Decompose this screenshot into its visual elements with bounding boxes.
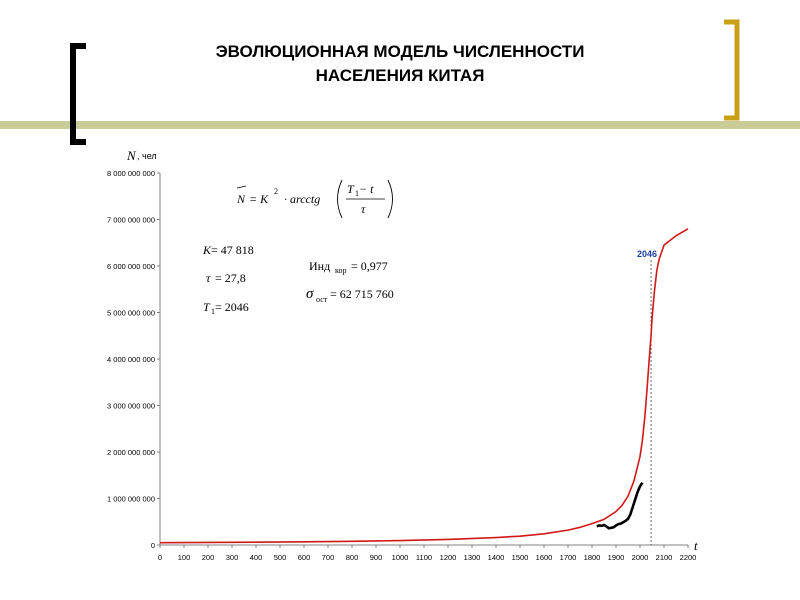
param-t1-symbol: T bbox=[203, 300, 211, 314]
param-sigma-symbol: σ bbox=[306, 286, 314, 302]
left-bracket bbox=[70, 43, 86, 145]
x-axis-ticks: 0 100 200 300 400 500 600 700 800 900 1000 1100 1200… bbox=[158, 545, 696, 562]
x-tick-label: 1500 bbox=[512, 553, 529, 562]
x-tick-label: 2000 bbox=[632, 553, 649, 562]
formula-k-exponent: 2 bbox=[274, 187, 278, 196]
plot-area: 0 1 000 000 000 2 000 000 000 3 000 000 000… bbox=[107, 169, 696, 562]
header-accent-bar bbox=[0, 121, 800, 129]
formula-function: · arcctg bbox=[284, 192, 320, 206]
x-tick-label: 400 bbox=[250, 553, 263, 562]
x-tick-label: 600 bbox=[298, 553, 311, 562]
param-t1-subscript: 1 bbox=[211, 307, 215, 316]
param-ind-value: = 0,977 bbox=[351, 259, 388, 273]
x-tick-label: 1800 bbox=[584, 553, 601, 562]
param-tau-symbol: τ bbox=[206, 271, 211, 285]
y-tick-label: 3 000 000 000 bbox=[107, 402, 155, 411]
x-tick-label: 0 bbox=[158, 553, 162, 562]
param-ind-label: Инд bbox=[309, 259, 330, 273]
model-series-line bbox=[159, 228, 689, 544]
right-paren-icon bbox=[387, 179, 393, 219]
param-k-value: = 47 818 bbox=[211, 243, 254, 257]
slide-title: ЭВОЛЮЦИОННАЯ МОДЕЛЬ ЧИСЛЕННОСТИ НАСЕЛЕНИ… bbox=[100, 40, 700, 88]
x-tick-label: 700 bbox=[322, 553, 335, 562]
param-t1-value: = 2046 bbox=[215, 300, 249, 314]
right-bracket bbox=[724, 19, 740, 121]
param-sigma-subscript: ост bbox=[316, 295, 328, 304]
y-tick-label: 7 000 000 000 bbox=[107, 216, 155, 225]
y-tick-label: 0 bbox=[151, 541, 155, 550]
formula-numerator: T bbox=[347, 182, 355, 196]
x-tick-label: 1300 bbox=[464, 553, 481, 562]
slide-title-line-2: НАСЕЛЕНИЯ КИТАЯ bbox=[315, 66, 485, 85]
param-k-symbol: K bbox=[202, 243, 212, 257]
y-tick-label: 2 000 000 000 bbox=[107, 448, 155, 457]
y-tick-label: 4 000 000 000 bbox=[107, 355, 155, 364]
x-tick-label: 1100 bbox=[416, 553, 432, 562]
y-axis-unit: , чел bbox=[137, 151, 157, 161]
y-tick-label: 1 000 000 000 bbox=[107, 495, 155, 504]
model-formula: N = K 2 · arcctg T 1 − t τ bbox=[236, 179, 393, 219]
left-paren-icon bbox=[337, 179, 343, 219]
x-tick-label: 1600 bbox=[536, 553, 553, 562]
formula-numerator-sub: 1 bbox=[355, 189, 359, 198]
x-tick-label: 2200 bbox=[680, 553, 697, 562]
x-axis-label: t bbox=[694, 538, 698, 553]
observed-series-line bbox=[596, 481, 644, 530]
y-tick-label: 8 000 000 000 bbox=[107, 169, 155, 178]
x-tick-label: 100 bbox=[178, 553, 191, 562]
model-parameters: K = 47 818 τ = 27,8 T 1 = 2046 Инд кор =… bbox=[202, 243, 394, 316]
x-tick-label: 300 bbox=[226, 553, 239, 562]
formula-lhs: N bbox=[236, 192, 246, 206]
y-tick-label: 5 000 000 000 bbox=[107, 309, 155, 318]
x-tick-label: 800 bbox=[346, 553, 359, 562]
x-tick-label: 1900 bbox=[608, 553, 625, 562]
x-tick-label: 2100 bbox=[656, 553, 673, 562]
param-ind-subscript: кор bbox=[335, 266, 346, 275]
x-tick-label: 1000 bbox=[392, 553, 409, 562]
x-tick-label: 1400 bbox=[488, 553, 505, 562]
param-sigma-value: = 62 715 760 bbox=[330, 287, 394, 301]
x-tick-label: 200 bbox=[202, 553, 215, 562]
x-tick-label: 1200 bbox=[440, 553, 457, 562]
x-tick-label: 900 bbox=[370, 553, 383, 562]
formula-numerator-rest: − t bbox=[359, 182, 374, 196]
tilde-icon bbox=[236, 185, 247, 189]
y-axis-ticks: 0 1 000 000 000 2 000 000 000 3 000 000 000… bbox=[107, 169, 160, 550]
x-tick-label: 1700 bbox=[560, 553, 577, 562]
formula-equals-k: = K bbox=[249, 192, 269, 206]
param-tau-value: = 27,8 bbox=[215, 271, 246, 285]
slide-title-line-1: ЭВОЛЮЦИОННАЯ МОДЕЛЬ ЧИСЛЕННОСТИ bbox=[215, 42, 585, 61]
formula-denominator: τ bbox=[361, 202, 366, 216]
y-axis-label: N bbox=[126, 148, 137, 163]
t1-marker-label: 2046 bbox=[637, 249, 657, 259]
y-tick-label: 6 000 000 000 bbox=[107, 262, 155, 271]
x-tick-label: 500 bbox=[274, 553, 287, 562]
